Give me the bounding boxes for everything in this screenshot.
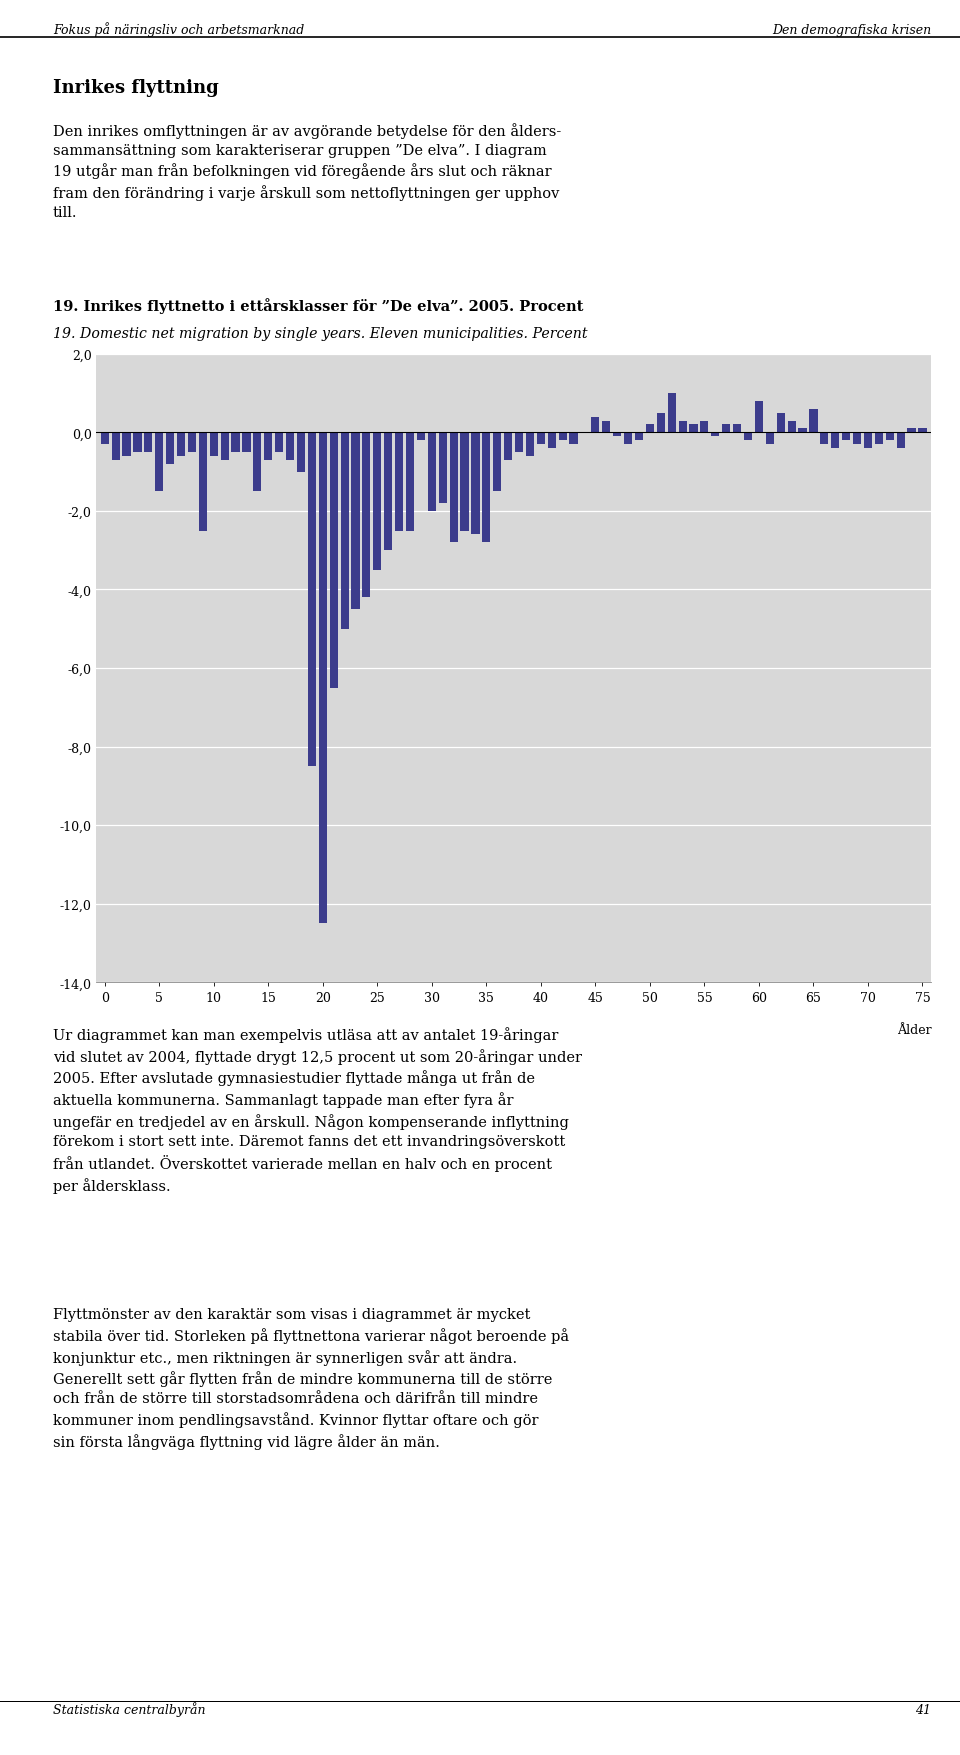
- Bar: [156, 433, 163, 491]
- Bar: [777, 414, 785, 433]
- Bar: [417, 433, 425, 441]
- Bar: [766, 433, 774, 444]
- Bar: [504, 433, 513, 460]
- Text: 19. Inrikes flyttnetto i ettårsklasser för ”De elva”. 2005. Procent: 19. Inrikes flyttnetto i ettårsklasser f…: [53, 298, 583, 314]
- Bar: [569, 433, 578, 444]
- Bar: [351, 433, 360, 609]
- Bar: [406, 433, 414, 532]
- Text: Ur diagrammet kan man exempelvis utläsa att av antalet 19-åringar
vid slutet av : Ur diagrammet kan man exempelvis utläsa …: [53, 1027, 582, 1193]
- Text: Ålder: Ålder: [897, 1023, 931, 1037]
- Bar: [297, 433, 305, 472]
- Bar: [831, 433, 839, 449]
- Bar: [689, 425, 698, 433]
- Bar: [166, 433, 174, 465]
- Bar: [329, 433, 338, 688]
- Bar: [559, 433, 566, 441]
- Bar: [111, 433, 120, 460]
- Bar: [787, 421, 796, 433]
- Bar: [177, 433, 185, 456]
- Bar: [144, 433, 153, 453]
- Bar: [188, 433, 196, 453]
- Bar: [439, 433, 446, 504]
- Bar: [515, 433, 523, 453]
- Bar: [428, 433, 436, 511]
- Text: 41: 41: [915, 1704, 931, 1716]
- Bar: [907, 430, 916, 433]
- Bar: [733, 425, 741, 433]
- Text: Fokus på näringsliv och arbetsmarknad: Fokus på näringsliv och arbetsmarknad: [53, 23, 304, 37]
- Bar: [341, 433, 348, 630]
- Bar: [875, 433, 883, 444]
- Bar: [722, 425, 731, 433]
- Bar: [667, 393, 676, 433]
- Bar: [886, 433, 894, 441]
- Text: Den demografiska krisen: Den demografiska krisen: [772, 25, 931, 37]
- Bar: [646, 425, 654, 433]
- Bar: [919, 430, 926, 433]
- Text: Inrikes flyttning: Inrikes flyttning: [53, 79, 219, 97]
- Bar: [395, 433, 403, 532]
- Bar: [613, 433, 621, 437]
- Bar: [308, 433, 316, 767]
- Bar: [101, 433, 108, 444]
- Bar: [744, 433, 752, 441]
- Bar: [602, 421, 611, 433]
- Bar: [199, 433, 207, 532]
- Bar: [537, 433, 545, 444]
- Bar: [657, 414, 665, 433]
- Bar: [624, 433, 633, 444]
- Bar: [471, 433, 480, 535]
- Bar: [449, 433, 458, 542]
- Bar: [133, 433, 141, 453]
- Bar: [526, 433, 534, 456]
- Bar: [897, 433, 904, 449]
- Bar: [799, 430, 806, 433]
- Bar: [711, 433, 719, 437]
- Bar: [547, 433, 556, 449]
- Bar: [373, 433, 381, 570]
- Bar: [242, 433, 251, 453]
- Text: 19. Domestic net migration by single years. Eleven municipalities. Percent: 19. Domestic net migration by single yea…: [53, 326, 588, 340]
- Bar: [264, 433, 273, 460]
- Bar: [209, 433, 218, 456]
- Bar: [820, 433, 828, 444]
- Text: Statistiska centralbyrån: Statistiska centralbyrån: [53, 1702, 205, 1716]
- Bar: [809, 409, 818, 433]
- Bar: [842, 433, 851, 441]
- Bar: [493, 433, 501, 491]
- Text: Flyttmönster av den karaktär som visas i diagrammet är mycket
stabila över tid. : Flyttmönster av den karaktär som visas i…: [53, 1307, 569, 1448]
- Bar: [635, 433, 643, 441]
- Bar: [231, 433, 240, 453]
- Bar: [384, 433, 393, 551]
- Bar: [286, 433, 294, 460]
- Bar: [701, 421, 708, 433]
- Bar: [253, 433, 261, 491]
- Bar: [461, 433, 468, 532]
- Bar: [853, 433, 861, 444]
- Bar: [123, 433, 131, 456]
- Bar: [276, 433, 283, 453]
- Bar: [482, 433, 491, 542]
- Text: Den inrikes omflyttningen är av avgörande betydelse för den ålders-
sammansättni: Den inrikes omflyttningen är av avgörand…: [53, 123, 561, 219]
- Bar: [221, 433, 228, 460]
- Bar: [591, 418, 599, 433]
- Bar: [362, 433, 371, 598]
- Bar: [679, 421, 686, 433]
- Bar: [755, 402, 763, 433]
- Bar: [319, 433, 326, 923]
- Bar: [864, 433, 872, 449]
